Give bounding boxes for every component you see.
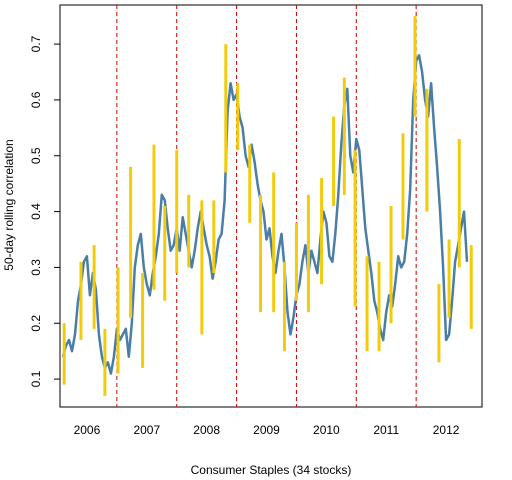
y-tick-label-1: 0.2 — [29, 315, 43, 332]
y-tick-label-2: 0.3 — [29, 259, 43, 276]
x-tick-label-6: 2012 — [433, 423, 460, 437]
y-tick-label-5: 0.6 — [29, 91, 43, 108]
x-tick-label-4: 2010 — [313, 423, 340, 437]
x-tick-label-2: 2008 — [193, 423, 220, 437]
correlation-series — [61, 54, 469, 375]
y-tick-label-3: 0.4 — [29, 203, 43, 220]
range-bars — [62, 16, 473, 396]
y-tick-label-6: 0.7 — [29, 35, 43, 52]
x-tick-label-5: 2011 — [373, 423, 399, 437]
x-axis-title: Consumer Staples (34 stocks) — [191, 463, 352, 477]
x-tick-label-0: 2006 — [74, 423, 101, 437]
y-axis-title: 50-day rolling correlation — [2, 139, 16, 270]
x-axis: 2006 2007 2008 2009 2010 2011 2012 — [74, 423, 460, 437]
x-tick-label-3: 2009 — [253, 423, 280, 437]
series-line-0 — [61, 54, 469, 375]
x-tick-label-1: 2007 — [133, 423, 160, 437]
plot-frame — [59, 4, 483, 408]
y-tick-label-0: 0.1 — [29, 370, 43, 387]
y-axis: 0.1 0.2 0.3 0.4 0.5 0.6 0.7 — [29, 35, 60, 387]
y-tick-label-4: 0.5 — [29, 147, 43, 164]
